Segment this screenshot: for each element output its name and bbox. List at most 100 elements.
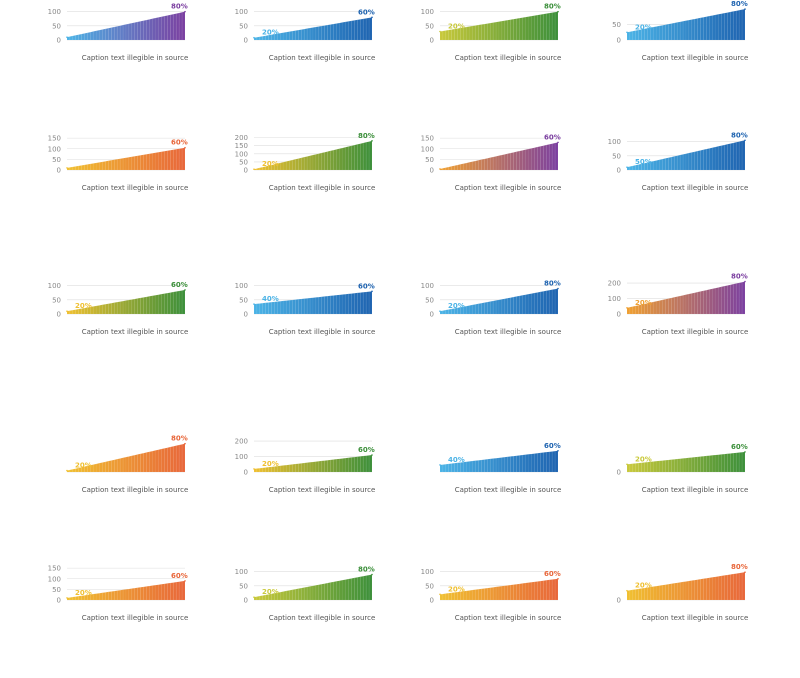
area-slice <box>125 588 130 601</box>
area-slice <box>339 147 343 171</box>
area-slice <box>181 147 186 171</box>
area-slice <box>262 302 266 315</box>
area-slice <box>659 158 663 171</box>
chart-panel: 0 50 100 20% 60% Caption text illegible in so… <box>232 0 412 118</box>
area-slice <box>348 145 352 171</box>
chart-panel: 0 50 100 80% Caption text illegible in sourc… <box>45 0 225 118</box>
area-slice <box>155 449 159 473</box>
area-slice <box>259 467 264 473</box>
area-slice <box>466 305 470 315</box>
area-slice <box>501 298 506 315</box>
area-slice <box>178 148 183 171</box>
end-value-label: 80% <box>544 280 561 288</box>
area-slice <box>516 583 520 601</box>
y-tick-label: 0 <box>244 167 248 175</box>
data-point <box>744 8 746 10</box>
area-slice <box>256 595 261 601</box>
area-slice <box>741 572 746 601</box>
area-slice <box>362 18 367 41</box>
area-slice <box>718 575 722 601</box>
area-slice <box>498 299 503 315</box>
area-slice <box>498 20 503 41</box>
area-slice <box>519 454 523 473</box>
y-tick-label: 50 <box>425 582 434 590</box>
area-slice <box>691 579 695 601</box>
end-value-label: 80% <box>358 566 375 574</box>
area-slice <box>170 14 174 41</box>
chart-caption: Caption text illegible in source <box>641 54 749 62</box>
area-slice <box>439 464 444 473</box>
area-slice <box>351 20 355 41</box>
area-slice <box>125 23 130 41</box>
area-slice <box>146 19 150 41</box>
area-slice <box>540 13 544 41</box>
area-slice <box>662 584 666 601</box>
area-slice <box>342 294 346 315</box>
end-value-label: 80% <box>731 131 748 139</box>
area-slice <box>312 461 317 473</box>
area-slice <box>671 459 675 473</box>
area-slice <box>551 142 556 171</box>
area-slice <box>105 28 109 41</box>
chart-panel: 0 50 100 150 20% 60% Caption text illegible in… <box>45 548 225 678</box>
area-slice <box>289 30 293 41</box>
area-slice <box>632 30 637 41</box>
area-slice <box>351 577 355 601</box>
area-slice <box>365 574 370 601</box>
y-tick-label: 50 <box>239 158 248 166</box>
area-chart: 0 50 100 40% 60% <box>235 282 375 318</box>
area-slice <box>540 291 544 315</box>
area-slice <box>360 292 364 315</box>
area-slice <box>548 12 553 41</box>
area-slice <box>475 160 479 171</box>
chart-panel: 0 50 100 40% 60% Caption text illegible in so… <box>232 262 412 392</box>
area-slice <box>143 452 147 473</box>
y-tick-label: 0 <box>617 37 621 45</box>
start-value-label: 20% <box>448 23 465 31</box>
area-slice <box>706 15 710 41</box>
area-slice <box>721 285 725 315</box>
area-slice <box>718 454 722 473</box>
area-slice <box>280 32 284 41</box>
area-slice <box>122 24 127 41</box>
data-point <box>626 166 628 168</box>
area-slice <box>295 29 299 41</box>
area-slice <box>733 452 737 473</box>
area-slice <box>697 456 701 473</box>
area-slice <box>306 297 311 315</box>
area-slice <box>283 590 287 601</box>
data-point <box>439 30 441 33</box>
area-slice <box>351 293 355 315</box>
area-slice <box>730 283 734 315</box>
chart-panel: 0 50 100 20% 80% Caption text illegible in so… <box>232 548 412 678</box>
area-slice <box>309 585 314 601</box>
area-slice <box>365 291 370 315</box>
area-slice <box>327 150 331 171</box>
area-slice <box>143 19 147 41</box>
area-slice <box>677 154 681 171</box>
area-slice <box>700 456 704 473</box>
chart-caption: Caption text illegible in source <box>454 54 562 62</box>
area-slice <box>178 290 183 315</box>
area-slice <box>481 23 485 41</box>
area-slice <box>102 461 106 473</box>
area-slice <box>513 455 517 473</box>
area-slice <box>336 294 340 315</box>
area-slice <box>548 289 553 315</box>
area-chart: 0 50 100 20% 60% <box>421 568 561 604</box>
area-slice <box>727 574 731 601</box>
area-slice <box>181 443 186 473</box>
area-slice <box>543 144 547 171</box>
area-slice <box>283 31 287 41</box>
area-chart: 0 50 100 150 60% <box>421 133 561 174</box>
area-slice <box>724 144 728 171</box>
y-tick-label: 50 <box>52 156 61 164</box>
area-slice <box>522 16 526 41</box>
chart-panel: 0 50 100 150 200 20% 80% Caption text illegible… <box>232 118 412 248</box>
area-slice <box>301 462 305 473</box>
data-point <box>439 464 441 466</box>
area-slice <box>730 573 734 601</box>
area-slice <box>345 293 349 315</box>
data-point <box>371 16 373 19</box>
area-slice <box>119 300 124 315</box>
